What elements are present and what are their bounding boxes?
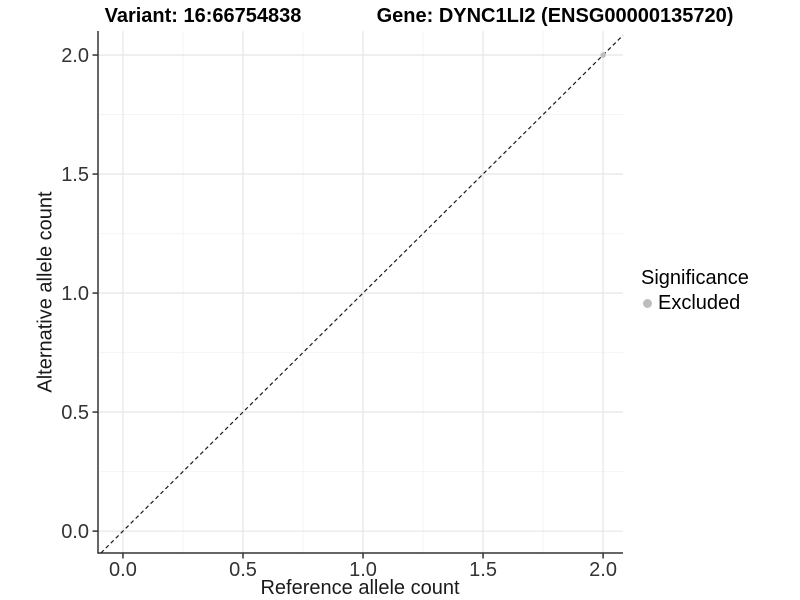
variant-title: Variant: 16:66754838: [104, 5, 302, 27]
legend-panel: Significance Excluded: [641, 267, 749, 315]
data-point: [600, 52, 606, 58]
x-tick-label: 2.0: [589, 559, 617, 581]
gene-title: Gene: DYNC1LI2 (ENSG00000135720): [376, 5, 734, 27]
identity-line-group: [100, 34, 624, 554]
y-tick-label: 1.0: [61, 283, 89, 305]
axes: [97, 31, 623, 554]
y-tick-label: 0.5: [61, 402, 89, 424]
data-points: [600, 52, 606, 58]
x-tick-label: 1.5: [469, 559, 497, 581]
y-tick-label: 2.0: [61, 45, 89, 67]
y-tick-label: 1.5: [61, 164, 89, 186]
identity-line: [100, 34, 624, 554]
grid-minor: [98, 31, 623, 553]
x-tick-label: 0.5: [229, 559, 257, 581]
x-axis-title: Reference allele count: [260, 577, 460, 599]
x-tick-label: 0.0: [109, 559, 137, 581]
grid-major: [98, 31, 623, 553]
tick-marks: [92, 54, 604, 559]
legend-key-dot-icon: [643, 299, 652, 308]
x-tick-label: 1.0: [349, 559, 377, 581]
y-axis-title: Alternative allele count: [34, 191, 57, 393]
legend-item-label: Excluded: [658, 292, 741, 314]
legend-item-excluded: Excluded: [641, 292, 749, 315]
y-tick-label: 0.0: [61, 521, 89, 543]
tick-labels: 0.0 0.5 1.0 1.5 2.0 0.0 0.5 1.0 1.5 2.0: [61, 45, 617, 581]
legend-title: Significance: [641, 267, 749, 289]
